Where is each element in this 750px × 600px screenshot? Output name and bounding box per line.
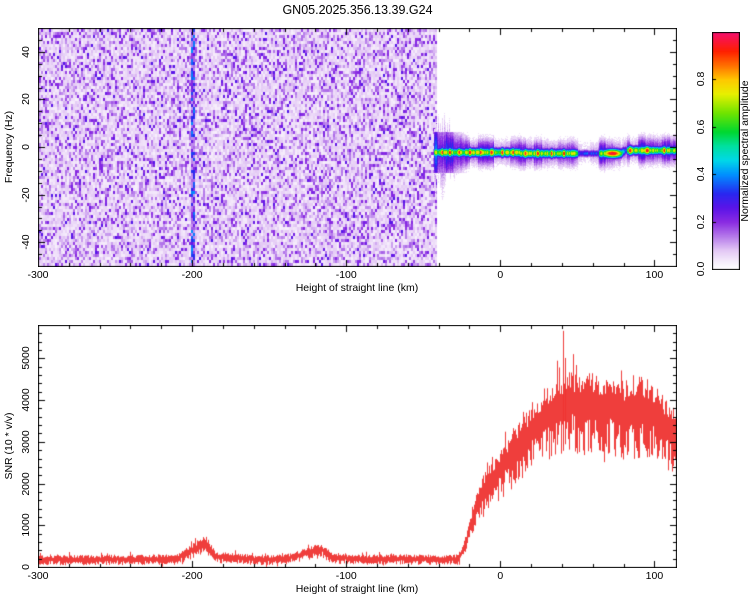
bottom-y-axis-label: SNR (10 * v/v) (2, 412, 15, 480)
tick-label: 0 (497, 269, 504, 281)
tick-label: -200 (181, 269, 203, 281)
figure-title: GN05.2025.356.13.39.G24 (282, 3, 433, 17)
snr-canvas (38, 325, 677, 568)
top-x-axis-label: Height of straight line (km) (295, 282, 419, 294)
colorbar-canvas (712, 32, 740, 270)
tick-label: 100 (645, 570, 664, 582)
tick-label: -40 (19, 234, 32, 250)
tick-label: 40 (19, 45, 32, 58)
tick-label: 0.6 (694, 119, 707, 135)
tick-label: 2000 (19, 471, 32, 496)
tick-label: -20 (19, 187, 32, 203)
tick-label: -100 (335, 570, 357, 582)
bottom-x-axis-label: Height of straight line (km) (295, 583, 419, 595)
tick-label: 5000 (19, 346, 32, 371)
tick-label: 100 (645, 269, 664, 281)
colorbar-axis-label: Normalized spectral amplitude (738, 80, 750, 222)
tick-label: 0.4 (694, 166, 707, 182)
tick-label: 0 (19, 564, 32, 570)
tick-label: -300 (27, 570, 49, 582)
tick-label: 3000 (19, 430, 32, 454)
tick-label: 20 (19, 93, 32, 106)
tick-label: 0.2 (694, 214, 707, 229)
tick-label: -100 (335, 269, 357, 281)
tick-label: 1000 (19, 513, 32, 537)
tick-label: -300 (27, 269, 49, 281)
spectrogram-canvas (38, 28, 677, 267)
tick-label: 0.8 (694, 72, 707, 87)
tick-label: -200 (181, 570, 203, 582)
tick-label: 4000 (19, 388, 32, 412)
tick-label: 0 (497, 570, 504, 582)
tick-label: 0 (19, 144, 32, 150)
tick-label: 0.0 (694, 261, 707, 277)
top-y-axis-label: Frequency (Hz) (2, 110, 15, 184)
